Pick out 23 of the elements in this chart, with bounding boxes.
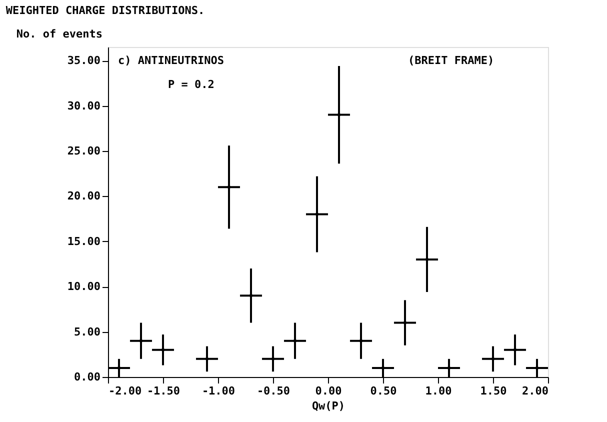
x-tick-label: -2.00 bbox=[108, 384, 142, 398]
y-tick-label: 25.00 bbox=[67, 144, 100, 158]
y-tick-label: 5.00 bbox=[74, 325, 100, 338]
y-tick-label: 15.00 bbox=[67, 234, 100, 248]
x-tick-label: -1.00 bbox=[202, 384, 236, 398]
x-tick-label: 0.50 bbox=[370, 384, 397, 398]
y-axis-title: No. of events bbox=[16, 28, 102, 40]
x-axis-title: Qw(P) bbox=[312, 400, 346, 412]
x-tick-label: -0.50 bbox=[256, 384, 290, 398]
y-tick-label: 0.00 bbox=[74, 370, 100, 384]
x-tick-label: 2.00 bbox=[522, 384, 548, 398]
annotation: (BREIT FRAME) bbox=[408, 54, 494, 67]
y-tick-label: 10.00 bbox=[67, 280, 100, 294]
x-tick-label: 1.50 bbox=[480, 384, 507, 398]
y-tick-label: 35.00 bbox=[67, 54, 100, 68]
x-tick-label: 1.00 bbox=[425, 384, 452, 398]
y-tick-label: 20.00 bbox=[67, 190, 100, 203]
chart-title: WEIGHTED CHARGE DISTRIBUTIONS. bbox=[6, 4, 205, 17]
x-tick-label: 0.00 bbox=[315, 384, 342, 398]
annotation: c) ANTINEUTRINOS bbox=[118, 54, 224, 67]
y-tick-label: 30.00 bbox=[67, 99, 100, 112]
annotation: P = 0.2 bbox=[168, 78, 214, 91]
x-tick-label: -1.50 bbox=[146, 384, 180, 398]
